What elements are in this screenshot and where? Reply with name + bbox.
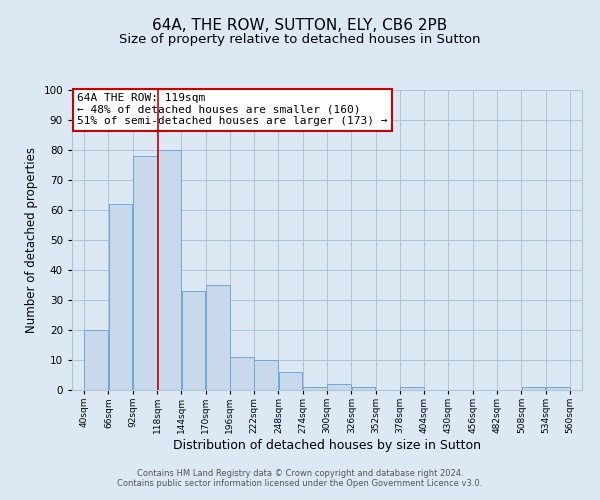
Y-axis label: Number of detached properties: Number of detached properties — [25, 147, 38, 333]
Bar — [327, 384, 351, 390]
Bar — [133, 156, 157, 390]
Text: 64A THE ROW: 119sqm
← 48% of detached houses are smaller (160)
51% of semi-detac: 64A THE ROW: 119sqm ← 48% of detached ho… — [77, 93, 388, 126]
Bar — [521, 387, 545, 390]
Bar — [109, 204, 133, 390]
Bar — [254, 360, 278, 390]
Text: Size of property relative to detached houses in Sutton: Size of property relative to detached ho… — [119, 32, 481, 46]
Bar — [230, 357, 254, 390]
Bar — [400, 387, 424, 390]
Text: Contains public sector information licensed under the Open Government Licence v3: Contains public sector information licen… — [118, 478, 482, 488]
Bar — [182, 291, 205, 390]
Bar — [85, 330, 108, 390]
Text: 64A, THE ROW, SUTTON, ELY, CB6 2PB: 64A, THE ROW, SUTTON, ELY, CB6 2PB — [152, 18, 448, 32]
X-axis label: Distribution of detached houses by size in Sutton: Distribution of detached houses by size … — [173, 439, 481, 452]
Bar — [206, 285, 230, 390]
Bar — [278, 372, 302, 390]
Bar — [303, 387, 327, 390]
Bar — [157, 150, 181, 390]
Bar — [352, 387, 376, 390]
Text: Contains HM Land Registry data © Crown copyright and database right 2024.: Contains HM Land Registry data © Crown c… — [137, 468, 463, 477]
Bar — [546, 387, 569, 390]
